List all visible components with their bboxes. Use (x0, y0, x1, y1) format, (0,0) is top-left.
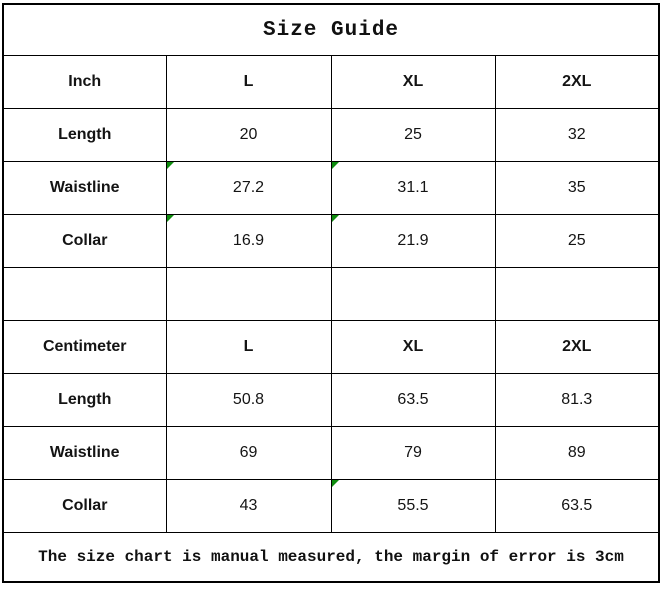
size-guide-table: Size Guide Inch L XL 2XL Length 20 25 32… (2, 3, 661, 583)
size-value-cell: 43 (165, 479, 332, 533)
size-header-cell-xl: XL (330, 320, 496, 374)
footer-row: The size chart is manual measured, the m… (2, 532, 660, 583)
size-header-cell-2xl: 2XL (494, 320, 660, 374)
size-value-cell: 21.9 (330, 214, 496, 268)
size-header-cell-xl: XL (330, 55, 496, 109)
title-row: Size Guide (2, 3, 660, 56)
size-header-cell-2xl: 2XL (494, 55, 660, 109)
size-header-cell-l: L (165, 55, 332, 109)
cell-value: 31.1 (397, 179, 429, 196)
cell-value: 16.9 (232, 232, 265, 249)
row-label-cell: Waistline (2, 161, 167, 215)
size-value-cell: 79 (330, 426, 496, 480)
measurement-row: Waistline 27.2 31.1 35 (2, 161, 660, 215)
size-value-cell: 69 (165, 426, 332, 480)
size-value-cell: 55.5 (330, 479, 496, 533)
empty-cell (2, 267, 167, 321)
measurement-row: Length 50.8 63.5 81.3 (2, 373, 660, 427)
row-label-cell: Collar (2, 479, 167, 533)
cell-value: 27.2 (232, 179, 265, 196)
size-value-cell: 50.8 (165, 373, 332, 427)
row-label-cell: Waistline (2, 426, 167, 480)
size-value-cell: 27.2 (165, 161, 332, 215)
excel-flag-icon (332, 215, 339, 222)
measurement-row: Collar 16.9 21.9 25 (2, 214, 660, 268)
row-label-cell: Length (2, 108, 167, 162)
size-value-cell: 25 (494, 214, 660, 268)
size-value-cell: 63.5 (330, 373, 496, 427)
page-title: Size Guide (2, 3, 660, 56)
row-label-cell: Length (2, 373, 167, 427)
size-value-cell: 89 (494, 426, 660, 480)
size-value-cell: 63.5 (494, 479, 660, 533)
size-value-cell: 35 (494, 161, 660, 215)
excel-flag-icon (332, 162, 339, 169)
size-value-cell: 20 (165, 108, 332, 162)
size-value-cell: 31.1 (330, 161, 496, 215)
spacer-row (2, 267, 660, 321)
excel-flag-icon (167, 215, 174, 222)
size-header-cell-l: L (165, 320, 332, 374)
inch-header-row: Inch L XL 2XL (2, 55, 660, 109)
size-value-cell: 32 (494, 108, 660, 162)
footer-note: The size chart is manual measured, the m… (2, 532, 660, 583)
excel-flag-icon (167, 162, 174, 169)
measurement-row: Length 20 25 32 (2, 108, 660, 162)
unit-header-cell: Centimeter (2, 320, 167, 374)
unit-header-cell: Inch (2, 55, 167, 109)
row-label-cell: Collar (2, 214, 167, 268)
size-value-cell: 16.9 (165, 214, 332, 268)
measurement-row: Collar 43 55.5 63.5 (2, 479, 660, 533)
cm-header-row: Centimeter L XL 2XL (2, 320, 660, 374)
size-value-cell: 25 (330, 108, 496, 162)
excel-flag-icon (332, 480, 339, 487)
empty-cell (330, 267, 496, 321)
cell-value: 55.5 (397, 497, 429, 514)
measurement-row: Waistline 69 79 89 (2, 426, 660, 480)
empty-cell (165, 267, 332, 321)
empty-cell (494, 267, 660, 321)
cell-value: 21.9 (397, 232, 429, 249)
size-value-cell: 81.3 (494, 373, 660, 427)
